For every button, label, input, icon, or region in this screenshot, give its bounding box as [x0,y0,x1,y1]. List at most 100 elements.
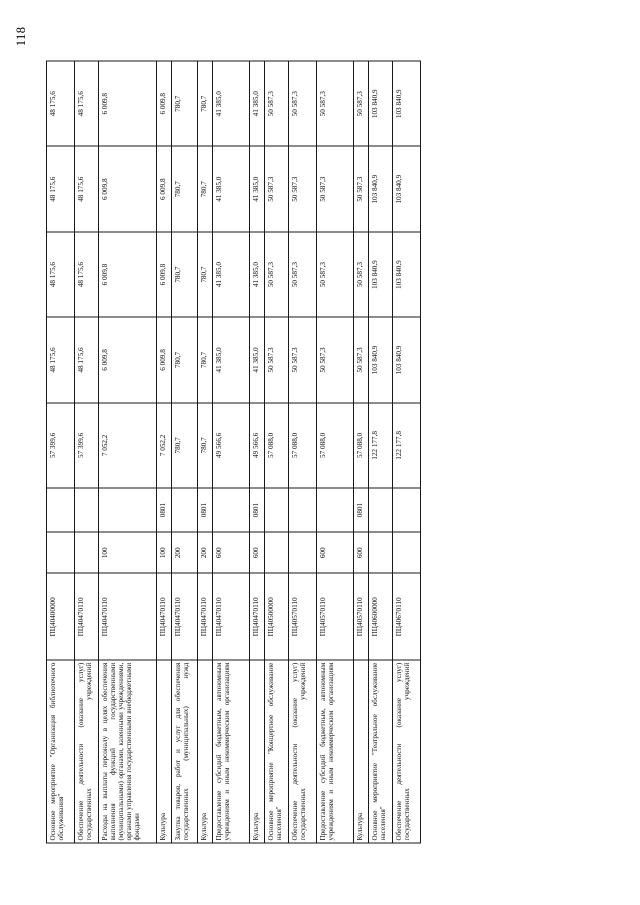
row-code: ПЦ40670110 [392,572,421,660]
row-amount-3: 50 587,3 [288,231,317,317]
row-amount-4: 780,7 [171,146,198,232]
table-row: Обеспечение деятельности (оказание услуг… [392,60,421,843]
row-code: ПЦ40470110 [74,572,99,660]
row-name: Закупка товаров, работ и услуг для обесп… [171,659,198,843]
row-amount-1: 57 088,0 [316,402,354,488]
row-code: ПЦ40500000 [264,572,289,660]
row-rz [264,487,289,532]
table-row: Предоставление субсидий бюджетным, автон… [212,60,250,843]
row-amount-5: 50 587,3 [264,60,289,146]
table-row: Культура ПЦ40470110 600 0801 49 566,6 41… [249,60,265,843]
row-amount-1: 57 088,0 [353,402,369,488]
row-amount-1: 122 177,8 [368,402,393,488]
row-amount-5: 780,7 [197,60,213,146]
row-amount-5: 41 385,0 [212,60,250,146]
row-name: Обеспечение деятельности (оказание услуг… [392,659,421,843]
row-code: ПЦ40400000 [46,572,75,660]
row-amount-5: 48 175,6 [74,60,99,146]
row-vr [264,531,289,573]
row-rz: 0801 [353,487,369,532]
row-amount-1: 7 052,2 [98,402,157,488]
row-vr [74,531,99,573]
row-vr: 100 [98,531,157,573]
table-row: Обеспечение деятельности (оказание услуг… [74,60,99,843]
row-amount-3: 50 587,3 [316,231,354,317]
row-name: Предоставление субсидий бюджетным, автон… [212,659,250,843]
row-vr: 200 [197,531,213,573]
row-amount-5: 50 587,3 [316,60,354,146]
row-amount-2: 50 587,3 [288,316,317,403]
row-name: Культура [156,659,172,843]
row-amount-5: 50 587,3 [353,60,369,146]
row-rz: 0801 [156,487,172,532]
row-amount-4: 50 587,3 [353,146,369,232]
row-name: Расходы на выплаты персоналу в целях обе… [98,659,157,843]
row-vr: 600 [316,531,354,573]
row-rz [98,487,157,532]
row-amount-1: 7 052,2 [156,402,172,488]
row-amount-3: 48 175,6 [46,231,75,317]
row-code: ПЦ40470110 [98,572,157,660]
row-amount-5: 6 009,8 [156,60,172,146]
row-name: Основное мероприятие "Концертное обслужи… [264,659,289,843]
row-amount-5: 6 009,8 [98,60,157,146]
row-code: ПЦ40600000 [368,572,393,660]
row-amount-2: 48 175,6 [46,316,75,403]
row-name: Культура [353,659,369,843]
row-amount-2: 780,7 [197,316,213,403]
row-name: Культура [249,659,265,843]
row-amount-2: 6 009,8 [98,316,157,403]
row-vr: 100 [156,531,172,573]
row-amount-4: 50 587,3 [288,146,317,232]
row-amount-1: 122 177,8 [392,402,421,488]
row-rz [392,487,421,532]
row-vr [368,531,393,573]
row-amount-3: 6 009,8 [156,231,172,317]
row-amount-3: 41 385,0 [212,231,250,317]
row-rz [171,487,198,532]
row-amount-1: 49 566,6 [212,402,250,488]
page-number: 118 [14,26,28,46]
row-rz [368,487,393,532]
row-rz [46,487,75,532]
row-amount-3: 103 840,9 [368,231,393,317]
row-amount-3: 780,7 [197,231,213,317]
row-rz: 0801 [249,487,265,532]
row-amount-4: 48 175,6 [46,146,75,232]
row-rz [288,487,317,532]
row-amount-3: 50 587,3 [353,231,369,317]
row-amount-2: 50 587,3 [316,316,354,403]
row-amount-1: 57 399,6 [74,402,99,488]
row-amount-2: 41 385,0 [212,316,250,403]
table-row: Основное мероприятие "Театральное обслуж… [368,60,393,843]
row-amount-2: 780,7 [171,316,198,403]
row-rz [74,487,99,532]
row-amount-4: 41 385,0 [249,146,265,232]
row-amount-3: 780,7 [171,231,198,317]
row-name: Предоставление субсидий бюджетным, автон… [316,659,354,843]
row-name: Обеспечение деятельности (оказание услуг… [288,659,317,843]
row-amount-4: 48 175,6 [74,146,99,232]
row-amount-1: 57 088,0 [288,402,317,488]
row-vr [46,531,75,573]
row-amount-5: 103 840,9 [368,60,393,146]
table-row: Закупка товаров, работ и услуг для обесп… [171,60,198,843]
table-row: Расходы на выплаты персоналу в целях обе… [98,60,157,843]
row-name: Обеспечение деятельности (оказание услуг… [74,659,99,843]
row-code: ПЦ40470110 [171,572,198,660]
row-amount-1: 780,7 [171,402,198,488]
row-name: Основное мероприятие "Организация библио… [46,659,75,843]
row-amount-5: 48 175,6 [46,60,75,146]
table-row: Предоставление субсидий бюджетным, автон… [316,60,354,843]
row-code: ПЦ40470110 [156,572,172,660]
row-vr: 600 [353,531,369,573]
row-amount-4: 6 009,8 [98,146,157,232]
row-amount-3: 41 385,0 [249,231,265,317]
table-row: Основное мероприятие "Концертное обслужи… [264,60,289,843]
row-code: ПЦ40570110 [288,572,317,660]
row-amount-4: 103 840,9 [368,146,393,232]
row-amount-2: 41 385,0 [249,316,265,403]
row-name: Культура [197,659,213,843]
